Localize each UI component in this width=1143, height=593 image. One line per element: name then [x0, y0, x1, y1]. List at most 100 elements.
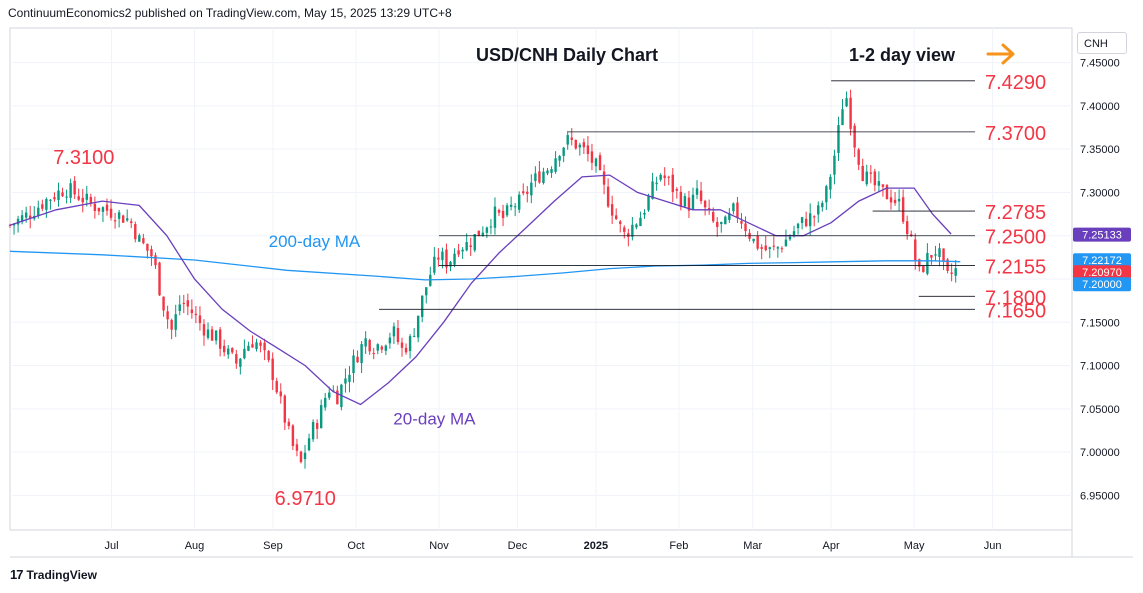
candle-body — [307, 438, 311, 451]
candle-body — [594, 158, 598, 167]
price-badge-label: 7.25133 — [1082, 230, 1122, 242]
candle-body — [877, 181, 881, 186]
candle-body — [643, 212, 646, 215]
candle-body — [522, 191, 525, 194]
candle-body — [861, 165, 864, 182]
candle-body — [829, 176, 832, 190]
candle-body — [485, 227, 489, 233]
candle-body — [893, 199, 897, 204]
candle-body — [73, 180, 76, 195]
candle-body — [938, 248, 941, 258]
candle-body — [421, 295, 424, 317]
candle-body — [606, 186, 610, 207]
candle-body — [235, 354, 238, 364]
candle-body — [202, 324, 206, 336]
candle-body — [534, 173, 537, 181]
candle-body — [170, 319, 173, 330]
candle-body — [255, 342, 258, 350]
candle-body — [841, 109, 844, 126]
candle-body — [109, 208, 113, 218]
candle-body — [324, 397, 327, 408]
candle-body — [437, 257, 440, 260]
y-tick-label: 7.40000 — [1080, 101, 1120, 113]
candle-body — [134, 224, 137, 240]
candle-body — [574, 140, 577, 149]
x-tick-label: Apr — [823, 540, 840, 552]
candle-body — [412, 335, 416, 337]
candle-body — [239, 358, 242, 367]
candle-body — [509, 204, 513, 207]
x-tick-label: Jul — [104, 540, 118, 552]
candle-body — [808, 213, 812, 227]
candle-body — [518, 194, 521, 210]
candle-body — [117, 212, 121, 219]
candle-body — [732, 203, 735, 212]
candle-body — [162, 296, 165, 311]
candle-body — [408, 336, 412, 351]
candle-body — [24, 212, 28, 218]
candle-body — [768, 247, 771, 249]
candle-body — [372, 353, 375, 355]
candle-body — [821, 203, 824, 208]
candle-body — [198, 315, 202, 324]
candle-body — [384, 345, 388, 351]
candle-body — [61, 192, 64, 197]
tradingview-brand: TradingView — [26, 567, 97, 582]
candle-body — [800, 217, 804, 224]
candle-body — [364, 338, 367, 347]
candle-body — [295, 444, 299, 451]
candle-body — [788, 236, 792, 240]
candle-body — [683, 196, 687, 207]
x-tick-label: Sep — [263, 540, 283, 552]
ma-200-line — [9, 250, 961, 281]
candle-body — [449, 261, 452, 267]
x-tick-label: Oct — [347, 540, 364, 552]
ma-label: 200-day MA — [269, 232, 361, 251]
candle-body — [942, 248, 945, 262]
level-label: 7.2785 — [985, 202, 1046, 224]
candle-body — [469, 245, 472, 247]
level-label: 7.3700 — [985, 123, 1046, 145]
price-badge — [1073, 253, 1131, 268]
candle-body — [663, 175, 666, 179]
candle-body — [227, 348, 230, 355]
y-tick-label: 7.30000 — [1080, 187, 1120, 199]
candle-body — [166, 311, 169, 320]
candle-body — [291, 425, 295, 446]
y-tick-label: 7.35000 — [1080, 144, 1120, 156]
candle-body — [404, 347, 408, 353]
y-tick-label: 6.95000 — [1080, 490, 1120, 502]
candle-body — [344, 378, 347, 384]
candle-body — [679, 191, 683, 207]
symbol-box[interactable]: CNH — [1077, 32, 1127, 54]
candle-body — [37, 207, 40, 216]
publisher-header: ContinuumEconomics2 published on Trading… — [8, 6, 452, 20]
candle-body — [210, 329, 214, 341]
candle-body — [691, 194, 695, 210]
y-tick-label: 7.15000 — [1080, 317, 1120, 329]
x-tick-label: Nov — [429, 540, 449, 552]
candle-body — [287, 421, 291, 426]
candle-body — [586, 145, 590, 154]
candle-body — [336, 390, 339, 405]
swing-label: 7.3100 — [53, 147, 114, 169]
candle-body — [319, 405, 323, 429]
candle-body — [760, 247, 763, 249]
candle-body — [554, 158, 557, 172]
candle-body — [914, 239, 917, 262]
candle-body — [711, 212, 715, 222]
candle-body — [49, 199, 52, 201]
candle-body — [243, 348, 246, 359]
candle-body — [623, 227, 626, 232]
candle-body — [146, 243, 149, 251]
candle-body — [194, 313, 198, 316]
candle-body — [121, 215, 125, 223]
candle-body — [566, 135, 569, 145]
candle-body — [473, 234, 476, 251]
candle-body — [772, 245, 776, 247]
candle-body — [65, 196, 68, 198]
candle-body — [513, 206, 517, 208]
candle-body — [445, 249, 448, 268]
candle-body — [328, 392, 331, 398]
candle-body — [598, 155, 602, 170]
